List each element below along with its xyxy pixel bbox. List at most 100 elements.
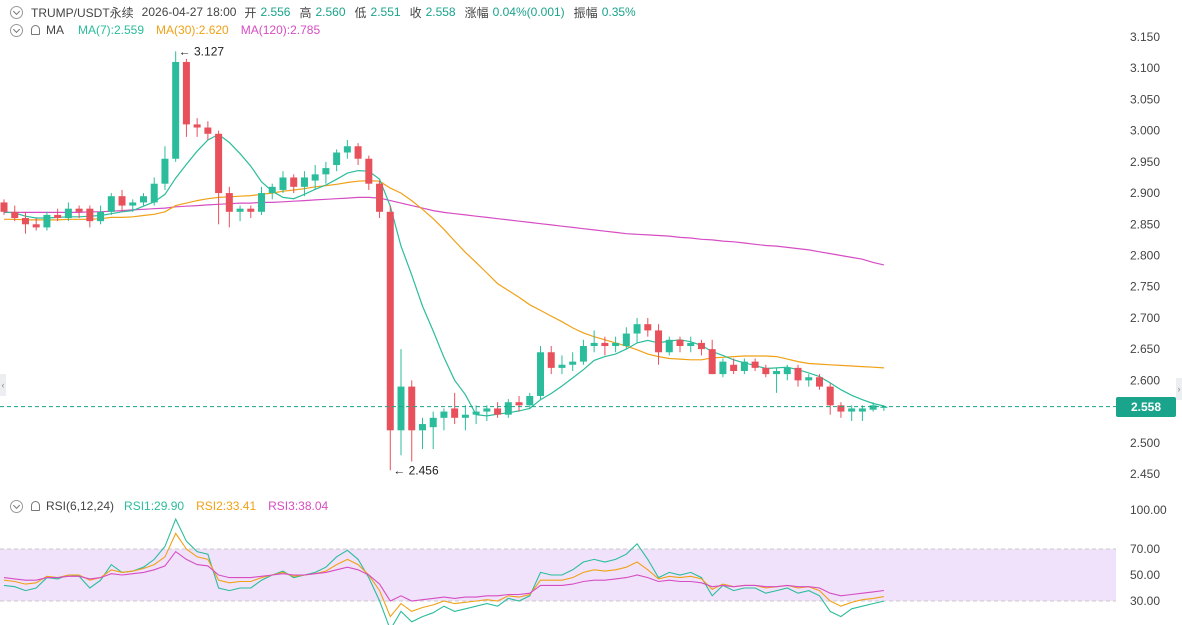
bell-icon[interactable] [31, 25, 40, 35]
candle-body [11, 211, 19, 219]
candle-body [290, 177, 298, 187]
candle-body [665, 339, 673, 353]
high-value: 2.560 [315, 5, 346, 19]
candle-body [429, 417, 437, 428]
price-tick-label: 2.450 [1130, 467, 1160, 481]
candle-body [418, 424, 426, 431]
candle-body [751, 361, 759, 368]
ma120-line [4, 196, 885, 266]
close-label: 收 [409, 5, 422, 20]
candle-body [526, 395, 534, 406]
candle-body [848, 408, 856, 412]
price-tick-label: 2.900 [1130, 186, 1160, 200]
candle-body [569, 361, 577, 365]
candle-body [783, 367, 791, 375]
candle-body [279, 177, 287, 190]
candle-body [837, 405, 845, 412]
open-label: 开 [244, 5, 257, 20]
candle-body [504, 402, 512, 415]
scroll-right-arrow[interactable]: › [1176, 378, 1182, 400]
price-tick-label: 2.950 [1130, 155, 1160, 169]
change-label: 涨幅 [464, 5, 489, 20]
candle-body [687, 342, 695, 347]
candle-body [182, 61, 190, 125]
ma7-legend: MA(7):2.559 [78, 23, 145, 37]
candle-body [247, 208, 255, 212]
candle-body [858, 408, 866, 412]
candle-body [461, 414, 469, 418]
candle-body [773, 370, 781, 375]
candle-body [740, 361, 748, 371]
candle-body [43, 214, 51, 228]
rsi2-legend: RSI2:33.41 [196, 499, 257, 513]
candle-body [225, 193, 233, 212]
amplitude-value: 0.35% [601, 5, 636, 19]
price-tick-label: 2.500 [1130, 436, 1160, 450]
candle-body [451, 408, 459, 418]
symbol-label: TRUMP/USDT永续 [31, 5, 134, 20]
candle-body [515, 402, 523, 406]
amplitude-label: 振幅 [573, 5, 598, 20]
candle-body [32, 224, 40, 228]
candle-body [472, 411, 480, 415]
candle-body [676, 339, 684, 347]
ma-collapse-icon[interactable] [10, 23, 23, 37]
rsi-legend: RSI(6,12,24) RSI1:29.90 RSI2:33.41 RSI3:… [0, 497, 328, 515]
ma30-line [4, 179, 884, 369]
candle-body [215, 133, 223, 194]
candle-body [494, 408, 502, 415]
change-value: 0.04%(0.001) [492, 5, 565, 19]
candle-body [97, 211, 105, 222]
candle-body [408, 386, 416, 431]
open-value: 2.556 [260, 5, 291, 19]
candle-body [86, 208, 94, 222]
candle-body [0, 202, 8, 212]
candle-body [268, 186, 276, 194]
collapse-toggle-icon[interactable] [10, 5, 23, 19]
rsi-bell-icon[interactable] [31, 501, 40, 511]
rsi-tick-label: 30.00 [1130, 594, 1160, 608]
price-tick-label: 2.850 [1130, 217, 1160, 231]
ma-legend: MA MA(7):2.559 MA(30):2.620 MA(120):2.78… [0, 21, 320, 39]
rsi-indicator-name[interactable]: RSI(6,12,24) [46, 499, 115, 513]
candle-body [762, 367, 770, 375]
candle-body [612, 342, 620, 347]
candle-body [322, 168, 330, 175]
candle-body [805, 377, 813, 381]
high-annotation: ← 3.127 [179, 44, 225, 58]
candle-body [333, 152, 341, 165]
scroll-left-arrow[interactable]: ‹ [0, 374, 6, 396]
price-tick-label: 3.000 [1130, 124, 1160, 138]
candle-body [869, 405, 877, 410]
candle-body [815, 377, 823, 387]
candle-body [601, 342, 609, 347]
candle-body [483, 408, 491, 412]
rsi1-legend: RSI1:29.90 [124, 499, 185, 513]
candle-body [258, 193, 266, 212]
candle-body [644, 324, 652, 331]
candle-body [193, 124, 201, 128]
candle-body [880, 406, 888, 408]
candle-body [54, 214, 62, 219]
candle-body [386, 211, 394, 431]
price-tick-label: 2.700 [1130, 311, 1160, 325]
candle-body [236, 208, 244, 212]
rsi-tick-label: 100.00 [1130, 503, 1167, 517]
rsi3-legend: RSI3:38.04 [268, 499, 329, 513]
ma-indicator-name[interactable]: MA [46, 23, 64, 37]
price-tick-label: 2.750 [1130, 280, 1160, 294]
price-tick-label: 2.600 [1130, 373, 1160, 387]
candle-body [558, 364, 566, 368]
price-tick-label: 2.650 [1130, 342, 1160, 356]
rsi-collapse-icon[interactable] [10, 499, 23, 513]
low-label: 低 [354, 5, 367, 20]
candle-body [633, 324, 641, 334]
candle-body [697, 342, 705, 350]
candle-body [118, 196, 126, 206]
rsi-tick-label: 70.00 [1130, 542, 1160, 556]
candle-body [365, 158, 373, 184]
candle-body [300, 177, 308, 187]
price-tick-label: 3.050 [1130, 92, 1160, 106]
